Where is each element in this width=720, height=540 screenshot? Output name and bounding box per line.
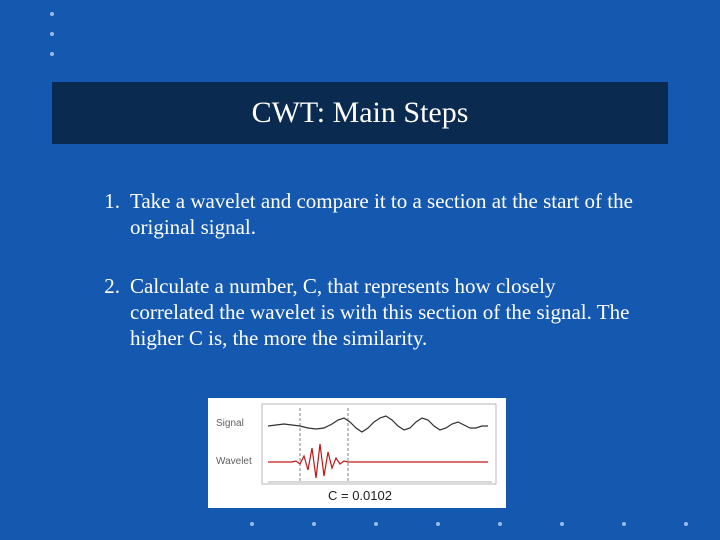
dot-icon xyxy=(50,12,54,16)
decor-dots-top xyxy=(50,12,54,72)
wavelet-graphic: Signal Wavelet C = 0.0102 xyxy=(208,398,506,508)
list-item: 1. Take a wavelet and compare it to a se… xyxy=(100,188,640,241)
dot-icon xyxy=(50,32,54,36)
list-number: 1. xyxy=(100,188,130,241)
dot-icon xyxy=(250,522,254,526)
svg-text:C = 0.0102: C = 0.0102 xyxy=(328,488,392,503)
dot-icon xyxy=(560,522,564,526)
wavelet-svg: Signal Wavelet C = 0.0102 xyxy=(208,398,506,508)
decor-dots-bottom xyxy=(250,522,688,526)
list-item: 2. Calculate a number, C, that represent… xyxy=(100,273,640,352)
dot-icon xyxy=(622,522,626,526)
dot-icon xyxy=(498,522,502,526)
dot-icon xyxy=(312,522,316,526)
dot-icon xyxy=(436,522,440,526)
dot-icon xyxy=(50,52,54,56)
list-number: 2. xyxy=(100,273,130,352)
slide-body: 1. Take a wavelet and compare it to a se… xyxy=(100,188,640,383)
slide-title: CWT: Main Steps xyxy=(252,96,469,130)
list-text: Take a wavelet and compare it to a secti… xyxy=(130,188,640,241)
dot-icon xyxy=(684,522,688,526)
svg-text:Wavelet: Wavelet xyxy=(216,456,252,467)
svg-text:Signal: Signal xyxy=(216,418,244,429)
dot-icon xyxy=(374,522,378,526)
list-text: Calculate a number, C, that represents h… xyxy=(130,273,640,352)
title-bar: CWT: Main Steps xyxy=(52,82,668,144)
